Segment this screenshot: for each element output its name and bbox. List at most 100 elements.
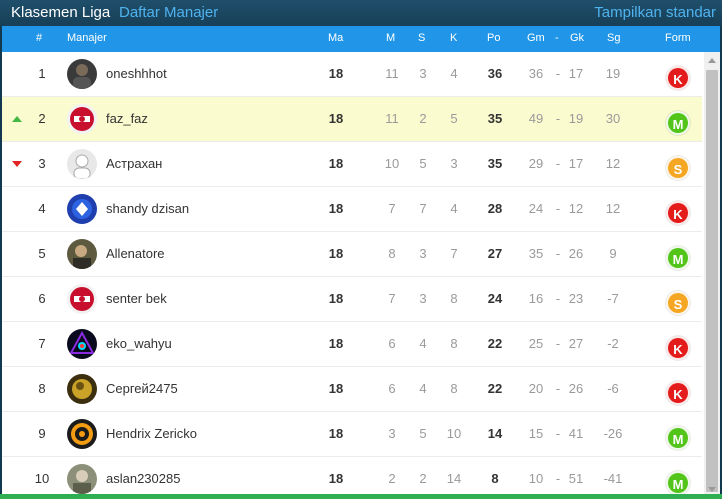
goals-separator: - [555, 426, 561, 441]
points: 14 [487, 426, 503, 441]
manager-name[interactable]: shandy dzisan [106, 201, 190, 216]
header-s[interactable]: S [418, 32, 426, 44]
draws: 3 [419, 66, 427, 81]
manager-name[interactable]: senter bek [106, 291, 167, 306]
table-row[interactable]: 5 Allenatore 18 8 3 7 27 35-26 9 M [2, 232, 702, 277]
header-sg[interactable]: Sg [607, 32, 621, 44]
matches-played: 18 [328, 381, 344, 396]
form-badge[interactable]: M [666, 246, 690, 270]
avatar[interactable] [67, 59, 97, 89]
manager-name[interactable]: eko_wahyu [106, 336, 172, 351]
header-rank[interactable]: # [36, 32, 43, 44]
form-badge[interactable]: M [666, 471, 690, 495]
form-badge[interactable]: M [666, 111, 690, 135]
rank: 4 [38, 201, 46, 216]
table-row[interactable]: 6 senter bek 18 7 3 8 24 16-23 -7 S [2, 277, 702, 322]
goals-for: 49 [528, 111, 544, 126]
form-badge[interactable]: K [666, 336, 690, 360]
tab-manager-list[interactable]: Daftar Manajer [119, 4, 219, 21]
table-row[interactable]: 1 oneshhhot 18 11 3 4 36 36-17 19 K [2, 52, 702, 97]
header-manager[interactable]: Manajer [67, 32, 107, 44]
points: 28 [487, 201, 503, 216]
scroll-up-icon[interactable] [708, 58, 716, 63]
goals-against: 51 [568, 471, 584, 486]
manager-name[interactable]: faz_faz [106, 111, 148, 126]
show-standard-link[interactable]: Tampilkan standar [594, 4, 716, 21]
bottom-strip [0, 494, 722, 499]
avatar[interactable] [67, 284, 97, 314]
table-row[interactable]: 10 aslan230285 18 2 2 14 8 10-51 -41 M [2, 457, 702, 496]
header-gm[interactable]: Gm [527, 32, 545, 44]
goals-against: 27 [568, 336, 584, 351]
table-row[interactable]: 7 eko_wahyu 18 6 4 8 22 25-27 -2 K [2, 322, 702, 367]
points: 8 [491, 471, 499, 486]
table-row[interactable]: 2 faz_faz 18 11 2 5 35 49-19 30 M [2, 97, 702, 142]
losses: 14 [446, 471, 462, 486]
manager-name[interactable]: Сергей2475 [106, 381, 178, 396]
scrollbar-thumb[interactable] [706, 70, 718, 492]
manager-name[interactable]: Allenatore [106, 246, 165, 261]
goal-difference: 9 [609, 246, 617, 261]
header-gk[interactable]: Gk [570, 32, 585, 44]
form-badge[interactable]: S [666, 291, 690, 315]
goals-separator: - [555, 156, 561, 171]
goals-for: 16 [528, 291, 544, 306]
header-po[interactable]: Po [487, 32, 501, 44]
form-badge[interactable]: S [666, 156, 690, 180]
draws: 3 [419, 291, 427, 306]
goals-against: 26 [568, 381, 584, 396]
avatar[interactable] [67, 374, 97, 404]
vertical-scrollbar[interactable] [704, 52, 720, 496]
goal-difference: 30 [605, 111, 621, 126]
rank: 5 [38, 246, 46, 261]
losses: 4 [450, 66, 458, 81]
form-badge[interactable]: M [666, 426, 690, 450]
goals-against: 41 [568, 426, 584, 441]
form-badge[interactable]: K [666, 66, 690, 90]
wins: 11 [385, 111, 399, 126]
avatar[interactable] [67, 419, 97, 449]
goals-for: 10 [528, 471, 544, 486]
avatar[interactable] [67, 239, 97, 269]
losses: 8 [450, 336, 458, 351]
rank: 10 [34, 471, 50, 486]
goal-difference: -7 [607, 291, 619, 306]
manager-name[interactable]: Hendrix Zericko [106, 426, 198, 441]
header-form[interactable]: Form [665, 32, 691, 44]
table-row[interactable]: 8 Сергей2475 18 6 4 8 22 20-26 -6 K [2, 367, 702, 412]
draws: 2 [419, 111, 427, 126]
header-m[interactable]: M [386, 32, 396, 44]
table-row[interactable]: 9 Hendrix Zericko 18 3 5 10 14 15-41 -26 M [2, 412, 702, 457]
form-badge[interactable]: K [666, 201, 690, 225]
table-header: # Manajer Ma M S K Po Gm - Gk Sg Form [2, 26, 720, 52]
wins: 11 [385, 66, 399, 81]
manager-name[interactable]: Астрахан [106, 156, 163, 171]
matches-played: 18 [328, 201, 344, 216]
header-k[interactable]: K [450, 32, 458, 44]
table-row[interactable]: 3 Астрахан 18 10 5 3 35 29-17 12 S [2, 142, 702, 187]
manager-name[interactable]: oneshhhot [106, 66, 167, 81]
goals-separator: - [555, 201, 561, 216]
table-row[interactable]: 4 shandy dzisan 18 7 7 4 28 24-12 12 K [2, 187, 702, 232]
header-ma[interactable]: Ma [328, 32, 344, 44]
avatar[interactable] [67, 104, 97, 134]
wins: 8 [388, 246, 396, 261]
goals-for: 24 [528, 201, 544, 216]
manager-name[interactable]: aslan230285 [106, 471, 181, 486]
form-badge[interactable]: K [666, 381, 690, 405]
points: 22 [487, 381, 503, 396]
goals-against: 26 [568, 246, 584, 261]
matches-played: 18 [328, 111, 344, 126]
avatar[interactable] [67, 329, 97, 359]
goals-for: 29 [528, 156, 544, 171]
wins: 7 [388, 291, 396, 306]
avatar[interactable] [67, 149, 97, 179]
scroll-down-icon[interactable] [708, 487, 716, 492]
goals-against: 17 [568, 66, 584, 81]
draws: 4 [419, 336, 427, 351]
standings-panel: # Manajer Ma M S K Po Gm - Gk Sg Form 1 o… [2, 26, 720, 496]
draws: 2 [419, 471, 427, 486]
losses: 7 [450, 246, 458, 261]
avatar[interactable] [67, 194, 97, 224]
avatar[interactable] [67, 464, 97, 494]
